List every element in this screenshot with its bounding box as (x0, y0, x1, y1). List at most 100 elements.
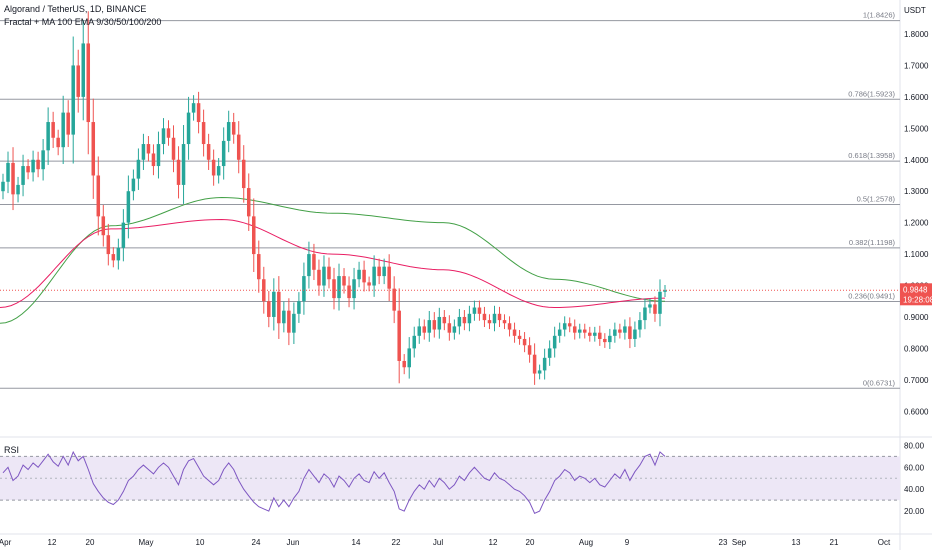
price-tick-label: 0.8000 (904, 344, 929, 353)
candle-body (121, 222, 126, 248)
last-price-label: 0.9848 (903, 285, 928, 294)
price-tick-label: 1.3000 (904, 187, 929, 196)
rsi-tick-label: 40.00 (904, 485, 925, 494)
candle-body (216, 166, 221, 176)
candle-body (532, 354, 537, 374)
candle-body (357, 269, 361, 280)
rsi-tick-label: 60.00 (904, 463, 925, 472)
candle-body (422, 326, 427, 333)
candle-body (166, 128, 171, 138)
candle-body (467, 313, 472, 324)
candle-body (372, 266, 376, 286)
candle-body (562, 323, 567, 330)
candle-body (487, 320, 492, 324)
time-tick-label: Jun (287, 538, 300, 547)
price-tick-label: 1.1000 (904, 250, 929, 259)
price-tick-label: 0.9000 (904, 313, 929, 322)
candle-body (603, 338, 607, 343)
candle-body (241, 159, 246, 189)
candle-body (417, 326, 422, 336)
candle-body (196, 103, 201, 123)
moving-averages-layer (0, 196, 666, 324)
candle-body (161, 128, 166, 145)
candle-body (91, 122, 96, 176)
price-tick-label: 1.6000 (904, 93, 929, 102)
candle-body (527, 345, 532, 355)
candle-body (598, 332, 602, 339)
fib-label: 0.618(1.3958) (848, 151, 895, 160)
candle-body (472, 307, 477, 314)
time-tick-label: Apr (0, 538, 12, 547)
candle-body (557, 329, 562, 336)
candle-body (362, 269, 366, 283)
price-tick-label: 1.8000 (904, 30, 929, 39)
candle-body (547, 348, 552, 358)
time-tick-label: Jul (433, 538, 443, 547)
candle-body (236, 134, 241, 160)
candle-body (497, 313, 502, 321)
price-tick-label: 1.4000 (904, 156, 929, 165)
candle-body (141, 144, 146, 160)
candle-body (643, 307, 647, 321)
time-tick-label: 20 (86, 538, 95, 547)
time-tick-label: May (138, 538, 153, 547)
candle-body (262, 279, 266, 302)
countdown-label: 19:28:08 (903, 295, 932, 304)
rsi-tick-label: 20.00 (904, 507, 925, 516)
candle-body (382, 266, 386, 277)
symbol-title: Algorand / TetherUS, 1D, BINANCE (4, 4, 147, 14)
candle-body (116, 247, 121, 261)
candle-body (502, 320, 507, 324)
candle-body (583, 329, 587, 333)
candle-body (623, 326, 627, 333)
candle-body (16, 184, 20, 195)
candle-body (96, 175, 101, 217)
candle-body (447, 323, 452, 333)
candle-body (171, 137, 176, 160)
candle-body (287, 310, 291, 333)
candle-body (156, 144, 161, 167)
candle-body (638, 320, 642, 330)
candle-body (86, 43, 91, 123)
candle-body (11, 162, 15, 195)
candle-body (272, 291, 276, 317)
candle-body (126, 191, 131, 223)
candle-body (337, 276, 341, 299)
candle-body (1, 181, 5, 192)
candle-body (312, 254, 316, 270)
candle-body (658, 291, 662, 314)
candle-body (628, 326, 632, 339)
candle-body (618, 329, 622, 333)
time-tick-label: 12 (48, 538, 57, 547)
candle-body (21, 166, 25, 185)
rsi-pane: 80.00 60.00 40.00 20.00 (0, 441, 925, 516)
candle-body (522, 338, 527, 346)
candle-body (191, 103, 196, 113)
candle-body (653, 304, 657, 314)
fib-label: 0.236(0.9491) (848, 292, 895, 301)
fib-label: 0(0.6731) (863, 378, 896, 387)
candle-body (186, 112, 191, 145)
indicator-legend: Fractal + MA 100 EMA 9/30/50/100/200 (4, 17, 162, 27)
candle-body (377, 266, 381, 277)
candle-body (507, 323, 512, 330)
time-tick-label: 12 (489, 538, 498, 547)
candle-body (367, 282, 371, 286)
candle-body (211, 159, 216, 176)
candle-body (412, 335, 416, 349)
candle-body (302, 276, 306, 302)
candle-body (6, 162, 10, 182)
candle-body (226, 122, 231, 141)
candle-body (477, 307, 482, 314)
candle-body (221, 140, 226, 167)
price-tick-label: 1.7000 (904, 61, 929, 70)
ema-line (0, 196, 666, 324)
time-tick-label: 13 (792, 538, 801, 547)
candle-body (36, 159, 40, 170)
candle-body (111, 254, 116, 261)
candle-body (317, 269, 321, 286)
candle-body (588, 332, 592, 336)
